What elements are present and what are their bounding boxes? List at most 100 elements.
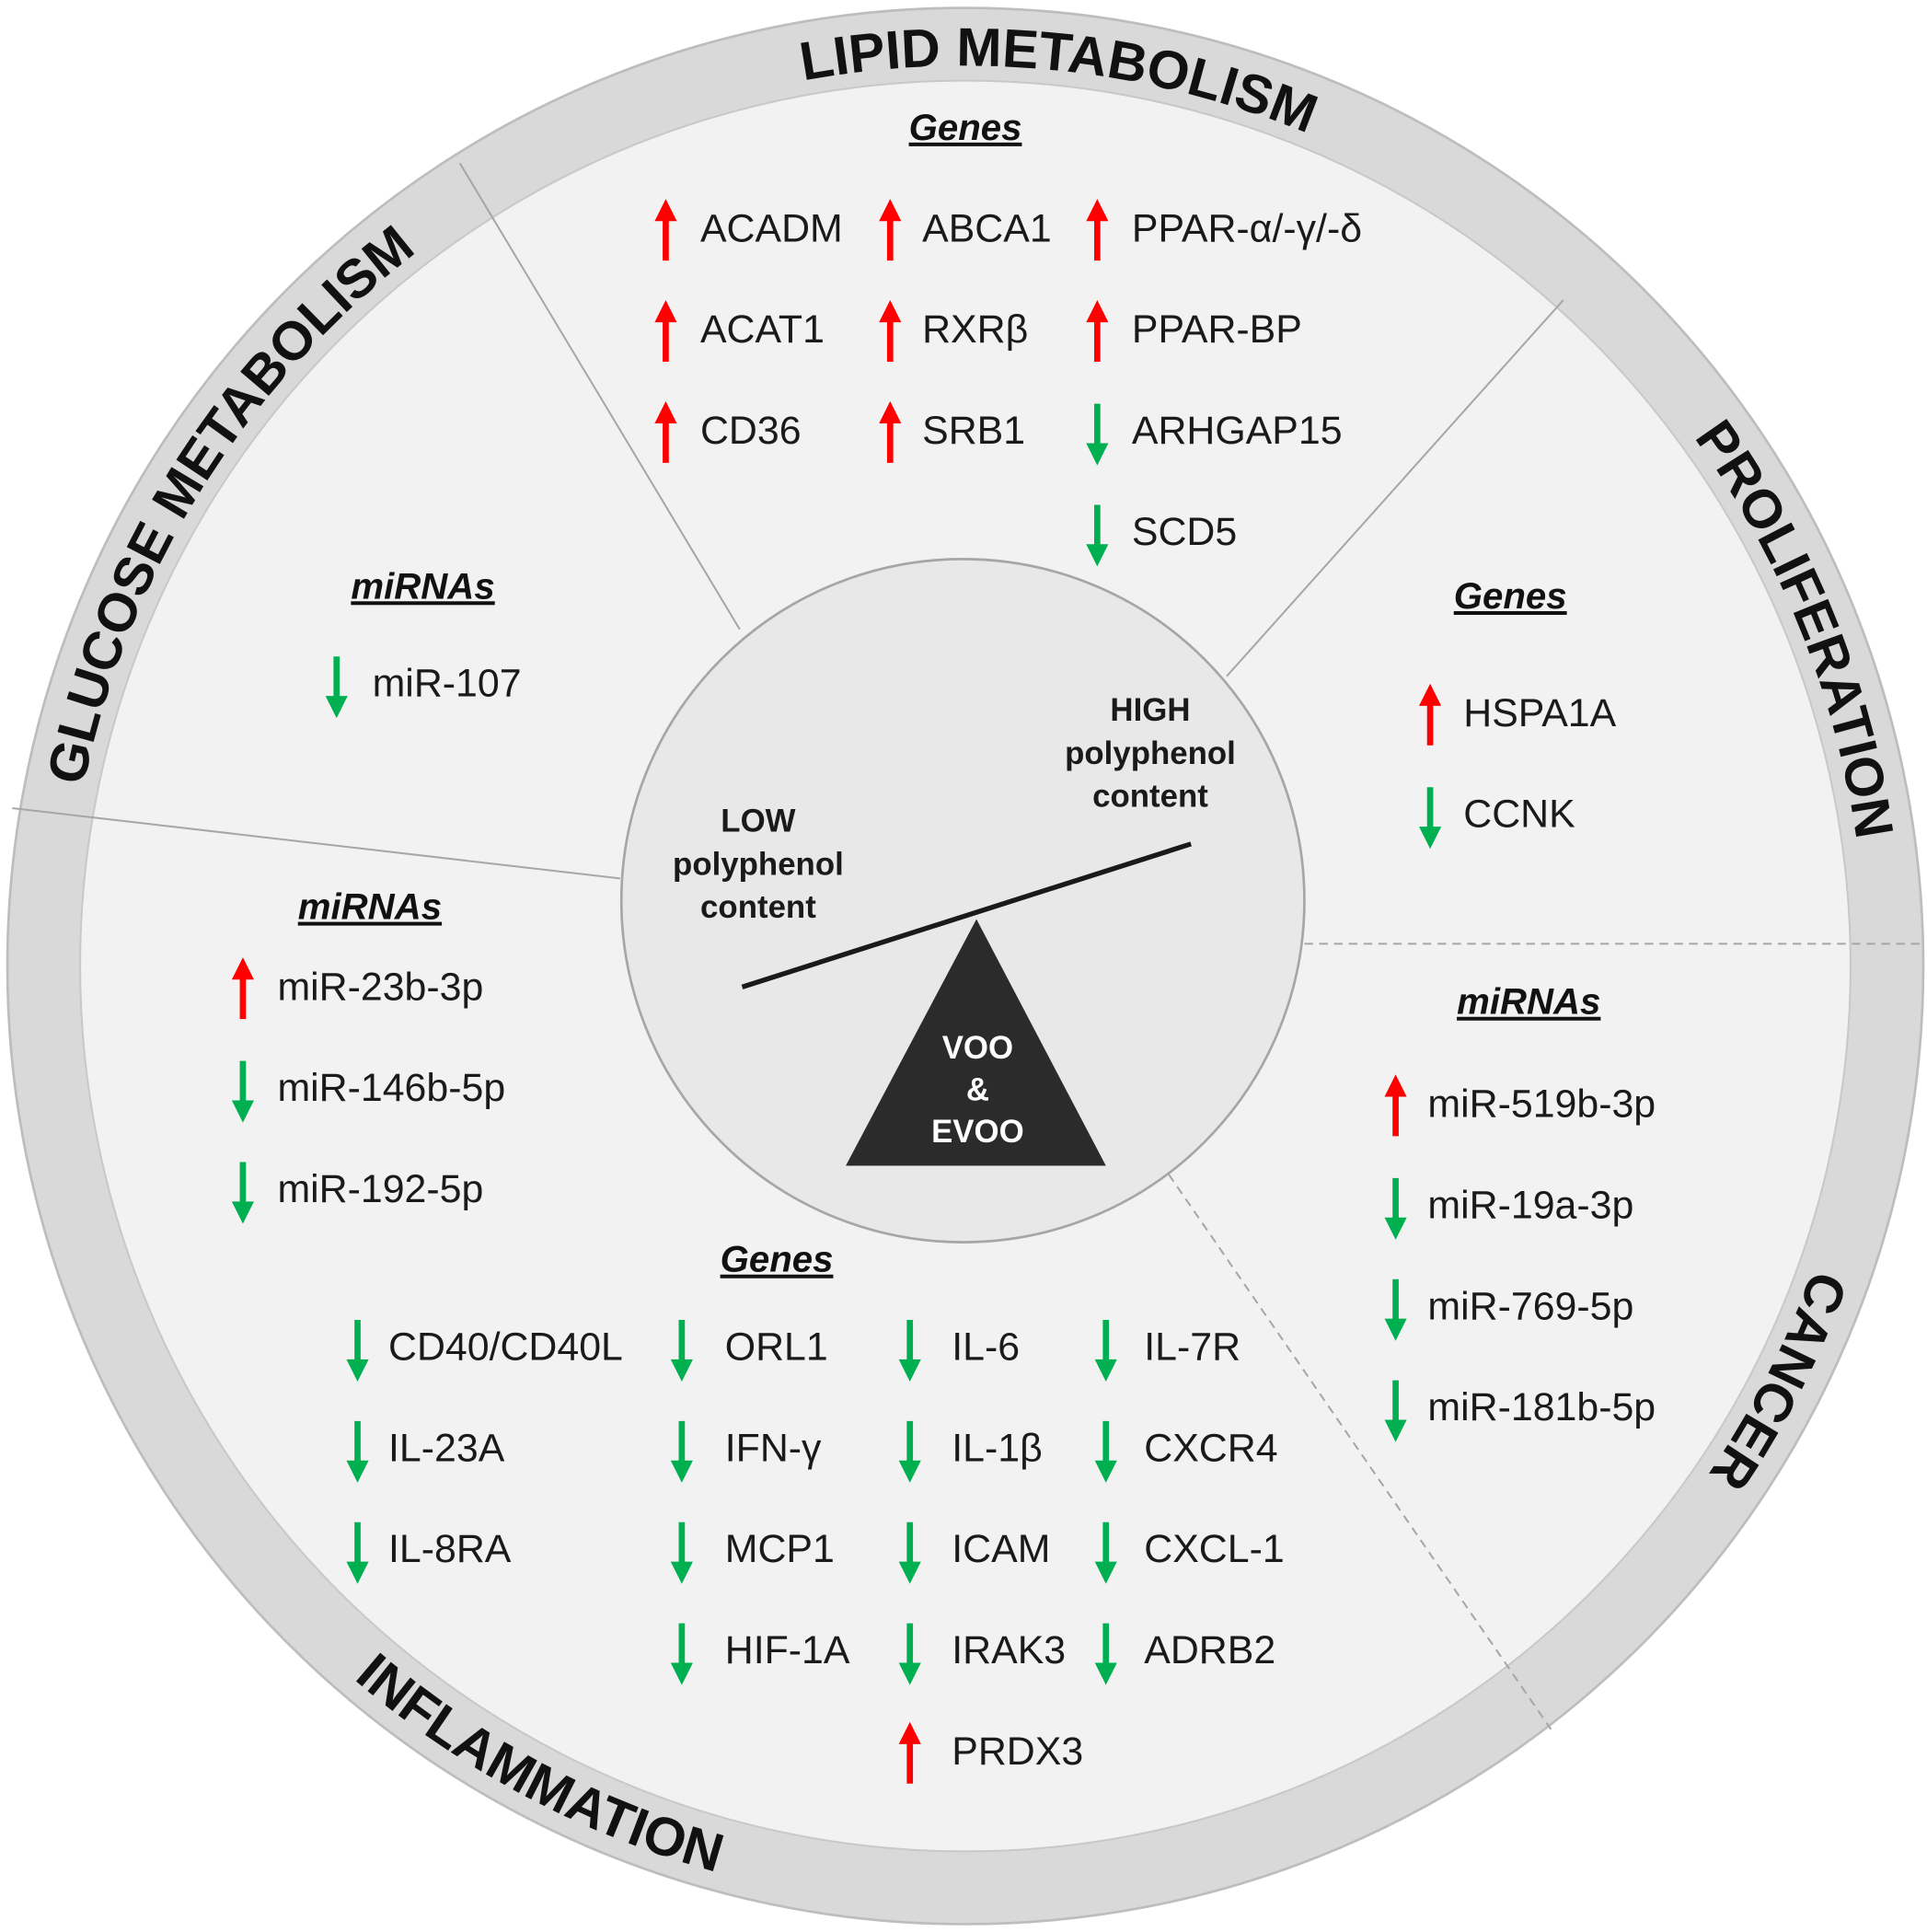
arrow-head [231, 1100, 254, 1123]
arrow-head [346, 1359, 369, 1382]
item-label: HIF-1A [725, 1628, 850, 1672]
arrow-down [1086, 504, 1109, 567]
arrow-down [1094, 1521, 1117, 1584]
arrow-up [654, 300, 677, 363]
arrow-down [1384, 1177, 1407, 1240]
item-label: miR-519b-3p [1427, 1082, 1656, 1127]
arrow-head [231, 1201, 254, 1224]
arrow-down [346, 1320, 369, 1382]
arrow-up [1384, 1074, 1407, 1137]
arrow-head [346, 1460, 369, 1483]
item-label: IL-8RA [388, 1527, 512, 1571]
item-label: PPAR-BP [1132, 307, 1302, 352]
item-label: miR-146b-5p [277, 1066, 505, 1110]
item-label: ADRB2 [1144, 1628, 1275, 1672]
arrow-head [1094, 1662, 1117, 1685]
item-label: RXRβ [922, 307, 1028, 352]
item-label: HSPA1A [1463, 691, 1616, 735]
arrow-up [879, 199, 902, 261]
arrow-head [879, 400, 902, 424]
arrow-down [346, 1420, 369, 1483]
arrow-head [1384, 1217, 1407, 1240]
arrow-up [898, 1721, 921, 1784]
item-label: miR-19a-3p [1427, 1183, 1633, 1227]
divider [1226, 299, 1564, 677]
arrow-down [898, 1320, 921, 1382]
group-heading: Genes [721, 1239, 834, 1280]
arrow-head [670, 1662, 693, 1685]
item-label: miR-769-5p [1427, 1284, 1633, 1328]
group-heading: miRNAs [1457, 981, 1600, 1023]
arrow-down [1086, 403, 1109, 466]
item-label: MCP1 [725, 1527, 835, 1571]
low-label: content [700, 889, 816, 925]
item-label: ABCA1 [922, 206, 1052, 250]
item-label: SCD5 [1132, 510, 1237, 554]
arrow-down [670, 1623, 693, 1685]
item-label: IL-1β [952, 1426, 1043, 1470]
group-heading: Genes [909, 107, 1022, 148]
item-label: IRAK3 [952, 1628, 1066, 1672]
arrow-down [231, 1162, 254, 1224]
arrow-down [346, 1521, 369, 1584]
item-label: IL-7R [1144, 1325, 1240, 1369]
item-label: miR-192-5p [277, 1167, 483, 1211]
item-label: CXCR4 [1144, 1426, 1277, 1470]
arrow-down [1094, 1623, 1117, 1685]
item-label: ICAM [952, 1527, 1050, 1571]
item-label: CD40/CD40L [388, 1325, 623, 1369]
arrow-down [670, 1420, 693, 1483]
arrow-head [879, 199, 902, 222]
arrow-head [1384, 1419, 1407, 1442]
divider [12, 807, 621, 880]
arrow-up [1086, 199, 1109, 261]
item-label: PRDX3 [952, 1730, 1083, 1774]
fulcrum [846, 919, 1106, 1166]
group-heading: miRNAs [351, 565, 494, 607]
dividers [12, 162, 1923, 1730]
arrow-head [325, 696, 348, 719]
arrow-head [670, 1359, 693, 1382]
arrow-head [1086, 199, 1109, 222]
arrow-down [898, 1521, 921, 1584]
center-circle [619, 558, 1306, 1244]
arrow-up [1086, 300, 1109, 363]
arrow-head [231, 957, 254, 980]
item-label: miR-181b-5p [1427, 1385, 1656, 1429]
arrow-down [1094, 1320, 1117, 1382]
arrow-head [654, 199, 677, 222]
item-label: CXCL-1 [1144, 1527, 1284, 1571]
item-label: ARHGAP15 [1132, 409, 1343, 453]
item-label: PPAR-α/-γ/-δ [1132, 206, 1362, 250]
arrow-down [1094, 1420, 1117, 1483]
low-label: polyphenol [673, 846, 844, 882]
arrow-up [231, 957, 254, 1020]
balance-beam [741, 841, 1192, 989]
arrow-head [1384, 1074, 1407, 1097]
arrow-head [898, 1721, 921, 1744]
arrow-head [1086, 443, 1109, 466]
arrow-head [1094, 1460, 1117, 1483]
low-label: LOW [721, 803, 795, 839]
arrow-down [231, 1060, 254, 1123]
arrow-head [1419, 827, 1442, 850]
arrow-head [1419, 683, 1442, 706]
high-label: polyphenol [1065, 735, 1236, 771]
item-label: miR-23b-3p [277, 965, 483, 1009]
arrow-down [670, 1320, 693, 1382]
item-label: IL-23A [388, 1426, 505, 1470]
arrow-down [898, 1420, 921, 1483]
arrow-down [325, 656, 348, 719]
fulcrum-label: EVOO [931, 1114, 1024, 1150]
arrow-head [879, 300, 902, 323]
item-label: IFN-γ [725, 1426, 822, 1470]
arrow-head [898, 1359, 921, 1382]
group-heading: Genes [1454, 575, 1567, 617]
arrow-head [670, 1460, 693, 1483]
item-label: SRB1 [922, 409, 1025, 453]
arrow-up [654, 400, 677, 463]
fulcrum-label: VOO [942, 1030, 1013, 1066]
arrow-down [1419, 787, 1442, 850]
item-label: CCNK [1463, 792, 1575, 837]
